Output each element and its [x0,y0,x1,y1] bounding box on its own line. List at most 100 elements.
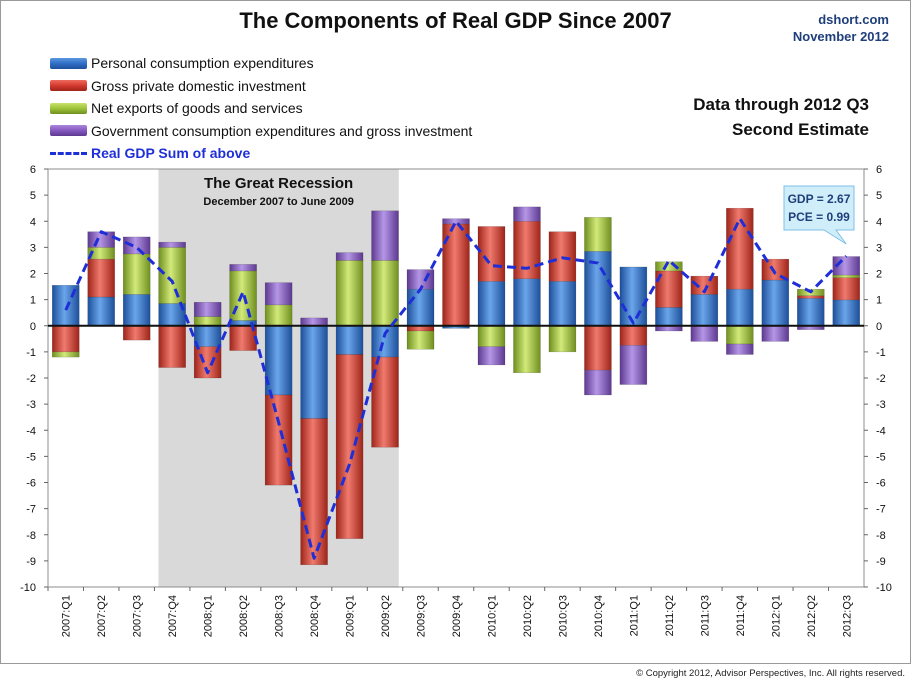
y-tick-label-left: 3 [30,242,36,254]
bar-government [229,264,257,272]
legend-swatch-pce [50,57,87,69]
y-tick-label-right: 2 [876,269,882,281]
bar-pce [335,325,364,355]
x-tick-label: 2009:Q2 [380,595,392,637]
x-tick-label: 2012:Q3 [841,595,853,637]
y-tick-label-left: 6 [30,164,36,176]
legend-swatch-investment [50,80,87,92]
bar-investment [122,325,151,341]
y-tick-label-right: 6 [876,164,882,176]
y-tick-label-left: 2 [30,269,36,281]
x-tick-label: 2012:Q2 [806,595,818,637]
bar-pce [406,288,435,326]
bar-government [87,231,115,248]
y-tick-label-left: -5 [26,451,36,463]
recession-sublabel: December 2007 to June 2009 [203,196,353,208]
legend-label-pce: Personal consumption expenditures [91,55,314,72]
bar-net-exports [477,325,506,347]
y-tick-label-left: -1 [26,347,36,359]
bar-pce [690,294,719,326]
y-tick-label-right: 4 [876,216,882,228]
x-tick-label: 2012:Q1 [770,595,782,637]
bar-government [513,206,541,222]
x-tick-label: 2011:Q3 [699,595,711,636]
bar-net-exports [193,316,222,327]
recession-label: The Great Recession [204,175,353,192]
x-tick-label: 2009:Q1 [345,595,357,637]
bar-government [690,325,719,342]
bar-government [442,218,470,225]
bar-investment [158,325,186,368]
y-tick-label-right: -2 [876,373,886,385]
bar-pce [797,298,825,327]
x-tick-label: 2011:Q2 [664,595,676,636]
y-tick-label-left: -10 [20,582,36,594]
bar-investment [584,325,612,371]
y-tick-label-left: 4 [30,216,36,228]
bar-investment [513,221,541,279]
y-tick-label-left: 5 [30,190,36,202]
bar-net-exports [655,261,683,272]
bar-pce [655,307,683,326]
x-tick-label: 2008:Q2 [238,595,250,637]
legend-item-gdp: Real GDP Sum of above [50,142,472,165]
legend-label-gdp: Real GDP Sum of above [91,145,251,162]
legend-item-pce: Personal consumption expenditures [50,52,472,75]
y-tick-label-right: -7 [876,504,886,516]
x-tick-label: 2010:Q4 [593,595,605,637]
y-tick-label-left: -4 [26,425,36,437]
legend-item-net-exports: Net exports of goods and services [50,97,472,120]
bar-net-exports [832,274,861,278]
bar-government [300,317,328,327]
x-tick-label: 2008:Q3 [274,595,286,637]
bar-investment [87,258,115,298]
x-tick-label: 2008:Q1 [203,595,215,637]
y-tick-label-right: 1 [876,295,882,307]
bar-government [335,252,364,261]
bar-investment [264,394,293,486]
x-tick-label: 2010:Q3 [557,595,569,637]
bar-net-exports [122,253,151,295]
bar-net-exports [726,325,754,345]
y-tick-label-left: -7 [26,504,36,516]
legend-label-government: Government consumption expenditures and … [91,122,473,139]
bar-government [193,301,222,317]
x-tick-label: 2007:Q3 [132,595,144,637]
bar-government [122,236,151,255]
bar-investment [300,418,328,566]
bar-investment [335,354,364,539]
bar-net-exports [51,351,80,358]
bar-investment [619,325,648,346]
y-tick-label-left: -6 [26,478,36,490]
gdp-sum-line [64,217,848,560]
legend-label-investment: Gross private domestic investment [91,77,306,94]
source-site: dshort.com [818,12,889,27]
bar-government [371,210,399,261]
gdp-callout-box [783,185,855,245]
bar-net-exports [335,260,364,326]
bar-pce [193,325,222,347]
y-tick-label-right: -6 [876,478,886,490]
y-tick-label-right: -4 [876,425,886,437]
bar-investment [548,231,577,282]
bar-net-exports [548,325,577,353]
y-tick-label-right: -8 [876,530,886,542]
x-tick-label: 2007:Q2 [96,595,108,637]
bar-pce [584,251,612,326]
bar-government [264,282,293,306]
legend-swatch-government [50,125,87,137]
y-tick-label-left: 0 [30,321,36,333]
y-tick-label-left: -9 [26,556,36,568]
bar-investment [51,325,80,353]
gdp-callout-line1: GDP = 2.67 [788,192,851,206]
copyright-notice: © Copyright 2012, Advisor Perspectives, … [636,668,905,679]
legend-swatch-net-exports [50,102,87,114]
bar-government [726,343,754,355]
bar-government [584,369,612,396]
bar-investment [726,207,754,290]
bar-government [158,241,186,248]
bar-net-exports [158,247,186,304]
bar-investment [761,258,790,281]
x-tick-label: 2010:Q1 [486,595,498,637]
